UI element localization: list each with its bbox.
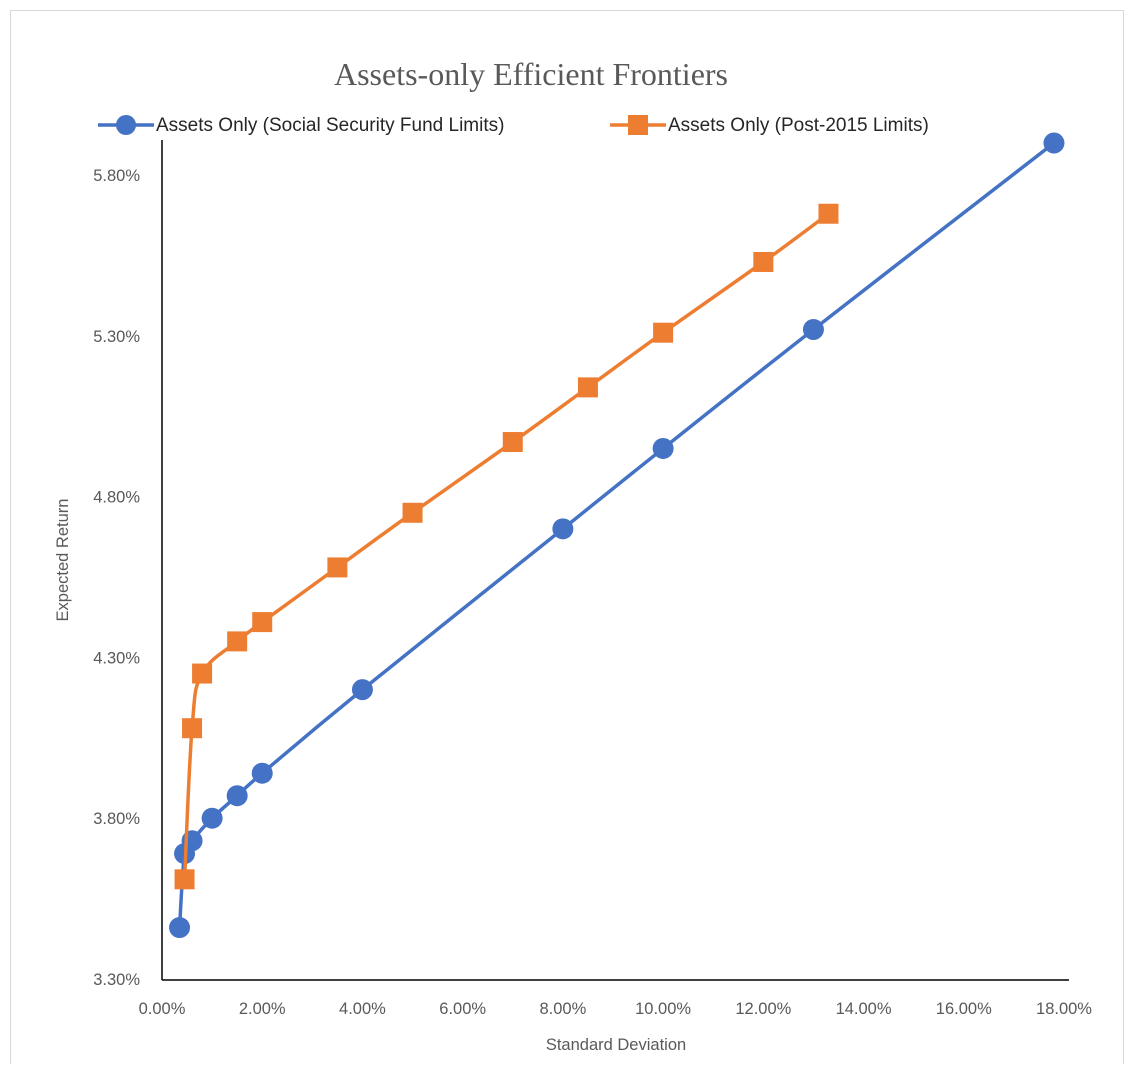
legend-label-series-1: Assets Only (Social Security Fund Limits…	[156, 115, 504, 136]
x-tick-label: 6.00%	[439, 1000, 486, 1018]
x-axis-title: Standard Deviation	[546, 1036, 686, 1054]
data-point	[174, 869, 195, 890]
y-tick-label: 5.80%	[93, 167, 140, 185]
data-point	[351, 679, 373, 701]
x-tick-label: 16.00%	[936, 1000, 992, 1018]
y-tick-label: 4.30%	[93, 649, 140, 667]
data-point	[818, 203, 839, 224]
chart-title: Assets-only Efficient Frontiers	[334, 56, 728, 92]
y-tick-labels: 3.30% 3.80% 4.30% 4.80% 5.30% 5.80%	[93, 167, 140, 989]
data-point	[577, 377, 598, 398]
data-point	[327, 557, 348, 578]
data-point	[201, 807, 223, 829]
legend-entry-series-1: Assets Only (Social Security Fund Limits…	[98, 115, 504, 136]
data-point	[226, 785, 248, 807]
data-point	[502, 432, 523, 453]
x-tick-label: 0.00%	[139, 1000, 186, 1018]
y-tick-label: 4.80%	[93, 489, 140, 507]
axes	[161, 140, 1069, 981]
data-point	[652, 437, 674, 459]
series-2	[174, 203, 839, 890]
legend-label-series-2: Assets Only (Post-2015 Limits)	[668, 115, 929, 136]
data-point	[402, 502, 423, 523]
y-tick-label: 3.30%	[93, 971, 140, 989]
series-1	[169, 132, 1065, 939]
series-line-1	[177, 141, 1056, 930]
y-tick-label: 3.80%	[93, 810, 140, 828]
legend-marker-series-1	[116, 115, 136, 135]
data-point	[251, 762, 273, 784]
data-point	[252, 612, 273, 633]
y-tick-label: 5.30%	[93, 328, 140, 346]
data-point	[182, 718, 203, 739]
data-point	[169, 917, 191, 939]
data-point	[653, 322, 674, 343]
legend-marker-series-2	[628, 115, 648, 135]
data-point	[227, 631, 248, 652]
chart-frame	[10, 10, 1124, 1064]
x-tick-label: 4.00%	[339, 1000, 386, 1018]
series-line-2	[182, 211, 831, 882]
x-tick-label: 12.00%	[735, 1000, 791, 1018]
plot-series	[169, 132, 1065, 939]
y-axis-title: Expected Return	[54, 499, 72, 622]
x-tick-label: 18.00%	[1036, 1000, 1092, 1018]
x-tick-labels: 0.00% 2.00% 4.00% 6.00% 8.00% 10.00% 12.00% 14.…	[139, 1000, 1093, 1018]
data-point	[802, 318, 824, 340]
legend: Assets Only (Social Security Fund Limits…	[98, 115, 929, 136]
x-tick-label: 14.00%	[836, 1000, 892, 1018]
data-point	[192, 663, 213, 684]
x-tick-label: 8.00%	[539, 1000, 586, 1018]
x-tick-label: 10.00%	[635, 1000, 691, 1018]
data-point	[1043, 132, 1065, 154]
data-point	[753, 251, 774, 272]
legend-entry-series-2: Assets Only (Post-2015 Limits)	[610, 115, 929, 136]
x-tick-label: 2.00%	[239, 1000, 286, 1018]
data-point	[552, 518, 574, 540]
